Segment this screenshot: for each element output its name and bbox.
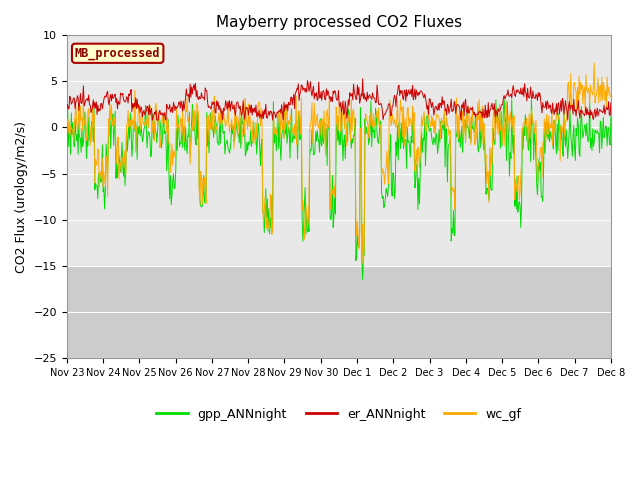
- wc_gf: [358, 261, 365, 267]
- wc_gf: [212, 127, 220, 132]
- gpp_ANNnight: [63, 143, 70, 148]
- Legend: gpp_ANNnight, er_ANNnight, wc_gf: gpp_ANNnight, er_ANNnight, wc_gf: [151, 403, 526, 426]
- er_ANNnight: [185, 92, 193, 97]
- wc_gf: [406, 115, 413, 121]
- er_ANNnight: [63, 105, 70, 111]
- gpp_ANNnight: [212, 123, 220, 129]
- gpp_ANNnight: [607, 114, 614, 120]
- Y-axis label: CO2 Flux (urology/m2/s): CO2 Flux (urology/m2/s): [15, 120, 28, 273]
- er_ANNnight: [214, 103, 221, 108]
- gpp_ANNnight: [129, 144, 136, 150]
- Title: Mayberry processed CO2 Fluxes: Mayberry processed CO2 Fluxes: [216, 15, 462, 30]
- gpp_ANNnight: [73, 138, 81, 144]
- Line: er_ANNnight: er_ANNnight: [67, 79, 611, 120]
- wc_gf: [63, 120, 70, 125]
- Line: gpp_ANNnight: gpp_ANNnight: [67, 100, 611, 279]
- er_ANNnight: [406, 90, 414, 96]
- er_ANNnight: [607, 100, 614, 106]
- wc_gf: [607, 94, 614, 100]
- er_ANNnight: [73, 98, 81, 104]
- Text: MB_processed: MB_processed: [75, 47, 161, 60]
- er_ANNnight: [129, 100, 136, 106]
- wc_gf: [590, 60, 598, 66]
- wc_gf: [422, 129, 429, 134]
- er_ANNnight: [422, 100, 430, 106]
- er_ANNnight: [148, 117, 156, 123]
- wc_gf: [73, 118, 81, 123]
- Bar: [67, 265, 611, 358]
- gpp_ANNnight: [406, 143, 413, 149]
- gpp_ANNnight: [359, 276, 367, 282]
- wc_gf: [129, 122, 136, 128]
- gpp_ANNnight: [184, 133, 192, 139]
- wc_gf: [184, 119, 192, 124]
- er_ANNnight: [359, 76, 367, 82]
- gpp_ANNnight: [492, 97, 500, 103]
- gpp_ANNnight: [422, 163, 429, 168]
- Line: wc_gf: wc_gf: [67, 63, 611, 264]
